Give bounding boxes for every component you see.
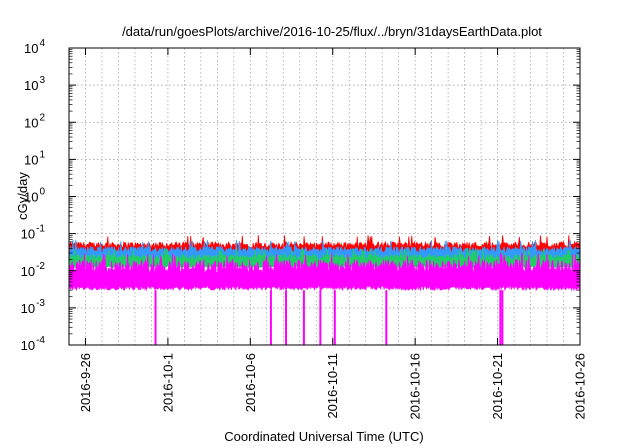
x-axis: 2016-9-26 2016-10-1 2016-10-6 2016-10-11 201…	[78, 48, 588, 420]
y-tick-label: 10-4	[21, 335, 46, 353]
y-tick-label: 10-3	[21, 298, 46, 316]
x-axis-label: Coordinated Universal Time (UTC)	[224, 429, 423, 444]
grid-lines	[69, 48, 580, 345]
y-tick-label: 10-2	[21, 261, 46, 279]
x-tick-label: 2016-10-1	[160, 353, 175, 412]
y-tick-label: 101	[24, 149, 45, 167]
x-tick-label: 2016-10-6	[243, 353, 258, 412]
y-tick-label: 104	[24, 38, 45, 56]
y-tick-label: 102	[24, 112, 45, 130]
plot-area	[69, 235, 580, 345]
y-tick-label: 10-1	[21, 224, 46, 242]
chart-title: /data/run/goesPlots/archive/2016-10-25/f…	[122, 24, 542, 39]
x-tick-label: 2016-10-16	[408, 353, 423, 420]
x-tick-label: 2016-10-26	[573, 353, 588, 420]
x-tick-label: 2016-9-26	[78, 353, 93, 412]
series-band	[69, 251, 580, 292]
x-tick-label: 2016-10-21	[490, 353, 505, 420]
y-tick-label: 103	[24, 75, 45, 93]
y-axis-label: cGy/day	[15, 172, 30, 220]
x-tick-label: 2016-10-11	[325, 353, 340, 419]
